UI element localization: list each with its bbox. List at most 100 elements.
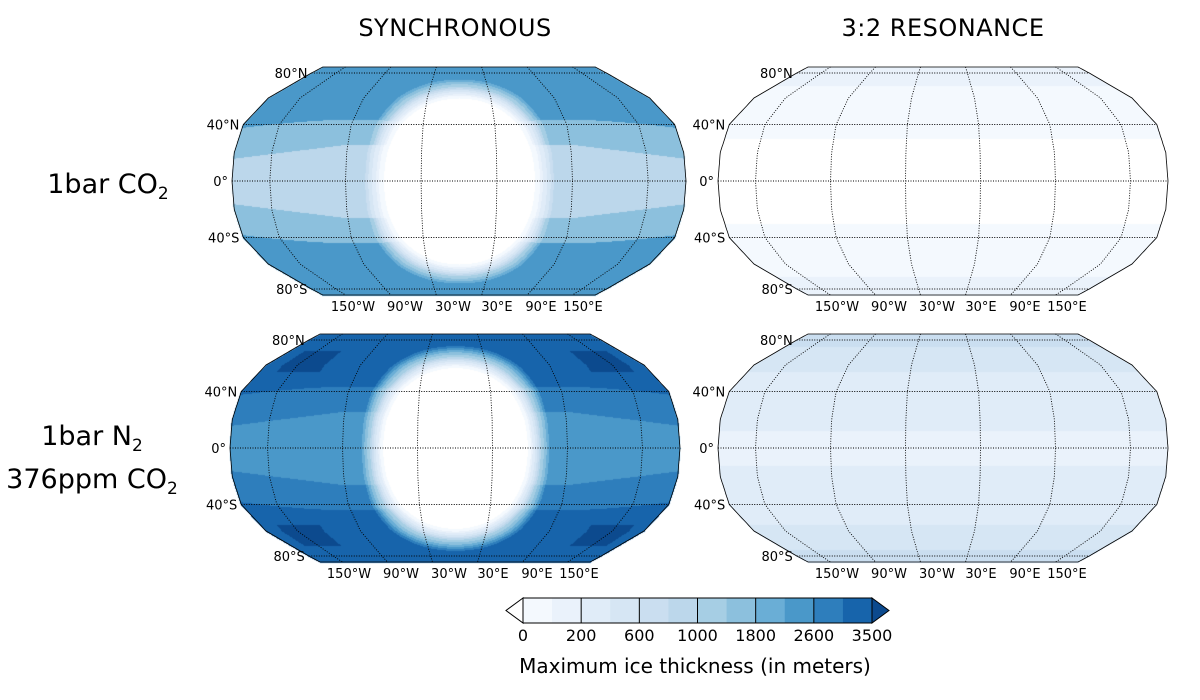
longitude-label: 30°W — [431, 567, 467, 582]
latitude-label: 40°N — [692, 386, 725, 401]
longitude-label: 30°W — [435, 300, 471, 315]
map-boundary — [717, 66, 1169, 296]
latitude-label: 80°N — [275, 67, 308, 82]
map-panel-1: 80°N 40°N 0° 40°S 80°S 150°W 90°W 30°W 30°E 90°E 1… — [692, 66, 1169, 315]
longitude-label: 90°E — [525, 300, 556, 315]
longitude-label: 150°E — [563, 300, 603, 315]
colorbar-segment — [726, 598, 757, 623]
colorbar-segment — [552, 598, 582, 623]
row-label-text: 376ppm CO — [6, 464, 167, 495]
colorbar-segment — [842, 598, 873, 623]
meridian-line — [905, 66, 921, 296]
colorbar-segment — [784, 598, 815, 623]
colorbar-tick-label: 600 — [624, 626, 655, 645]
longitude-label: 30°E — [965, 567, 996, 582]
meridian-line — [830, 66, 876, 296]
longitude-label: 30°E — [965, 300, 996, 315]
latitude-label: 80°S — [761, 283, 792, 298]
longitude-label: 30°W — [919, 567, 955, 582]
longitude-label: 90°W — [387, 300, 423, 315]
latitude-label: 40°N — [204, 386, 237, 401]
row-label-text: 1bar CO — [47, 169, 158, 200]
meridian-line — [965, 333, 981, 563]
longitude-label: 90°E — [1009, 567, 1040, 582]
latitude-label: 40°S — [694, 232, 725, 247]
latitude-label: 80°N — [760, 67, 793, 82]
colorbar-segment — [581, 598, 611, 623]
colorbar-tick-label: 2600 — [793, 626, 834, 645]
latitude-label: 40°N — [692, 119, 725, 134]
row-label-n2: 1bar N2 376ppm CO2 — [6, 420, 178, 506]
colorbar: 0 200 600 1000 1800 2600 3500 — [505, 597, 893, 645]
colorbar-tick-label: 0 — [518, 626, 528, 645]
latitude-label: 0° — [699, 442, 714, 457]
longitude-label: 90°W — [871, 300, 907, 315]
row-label-sub: 2 — [166, 479, 178, 499]
latitude-label: 40°N — [207, 119, 240, 134]
row-label-sub: 2 — [131, 436, 143, 456]
latitude-label: 40°S — [694, 499, 725, 514]
meridian-line — [481, 66, 498, 296]
meridian-line — [1010, 66, 1056, 296]
meridian-line — [755, 333, 831, 563]
meridian-line — [1055, 66, 1131, 296]
meridian-line — [342, 333, 388, 563]
colorbar-tick-label: 1800 — [735, 626, 776, 645]
colorbar-segment — [813, 598, 844, 623]
map-panel-0: 80°N 40°N 0° 40°S 80°S 150°W 90°W 30°W 30°E 90°E 1… — [207, 66, 687, 315]
longitude-label: 150°E — [1047, 567, 1087, 582]
latitude-label: 40°S — [208, 232, 239, 247]
colorbar-tick-label: 3500 — [852, 626, 893, 645]
row-label-sub: 2 — [157, 184, 169, 204]
colorbar-segment — [697, 598, 728, 623]
colorbar-segment — [639, 598, 669, 623]
longitude-label: 90°E — [521, 567, 552, 582]
colorbar-label: Maximum ice thickness (in meters) — [519, 654, 871, 678]
longitude-label: 30°E — [477, 567, 508, 582]
longitude-label: 150°W — [815, 300, 859, 315]
colorbar-over-arrow — [871, 597, 890, 624]
longitude-label: 30°W — [919, 300, 955, 315]
colorbar-segment — [668, 598, 698, 623]
meridian-line — [1055, 333, 1131, 563]
latitude-label: 80°S — [273, 550, 304, 565]
colorbar-tick-label: 200 — [566, 626, 597, 645]
colorbar-segment — [610, 598, 640, 623]
meridian-line — [267, 333, 343, 563]
latitude-label: 40°S — [206, 499, 237, 514]
meridian-line — [420, 66, 437, 296]
longitude-label: 150°W — [815, 567, 859, 582]
map-panel-2: 80°N 40°N 0° 40°S 80°S 150°W 90°W 30°W 30°E 90°E 1… — [204, 333, 681, 582]
longitude-label: 30°E — [481, 300, 512, 315]
colorbar-under-arrow — [505, 597, 524, 624]
meridian-line — [755, 66, 831, 296]
latitude-label: 80°S — [761, 550, 792, 565]
meridian-line — [905, 333, 921, 563]
meridian-line — [830, 333, 876, 563]
latitude-label: 80°N — [272, 334, 305, 349]
meridian-line — [1010, 333, 1056, 563]
longitude-label: 90°E — [1009, 300, 1040, 315]
column-title-synchronous: SYNCHRONOUS — [358, 14, 552, 42]
latitude-label: 80°N — [760, 334, 793, 349]
map-boundary — [231, 66, 687, 296]
colorbar-tick-label: 1000 — [677, 626, 718, 645]
latitude-label: 80°S — [276, 283, 307, 298]
longitude-label: 150°E — [559, 567, 599, 582]
longitude-label: 90°W — [383, 567, 419, 582]
longitude-label: 150°W — [327, 567, 371, 582]
row-label-text: 1bar N — [41, 421, 132, 452]
longitude-label: 150°W — [331, 300, 375, 315]
longitude-label: 150°E — [1047, 300, 1087, 315]
latitude-label: 0° — [211, 442, 226, 457]
column-title-resonance: 3:2 RESONANCE — [841, 14, 1045, 42]
meridian-line — [417, 333, 433, 563]
map-panel-3: 80°N 40°N 0° 40°S 80°S 150°W 90°W 30°W 30°E 90°E 1… — [692, 333, 1169, 582]
meridian-line — [477, 333, 493, 563]
meridian-line — [522, 333, 568, 563]
colorbar-segment — [755, 598, 786, 623]
longitude-label: 90°W — [871, 567, 907, 582]
map-boundary — [717, 333, 1169, 563]
